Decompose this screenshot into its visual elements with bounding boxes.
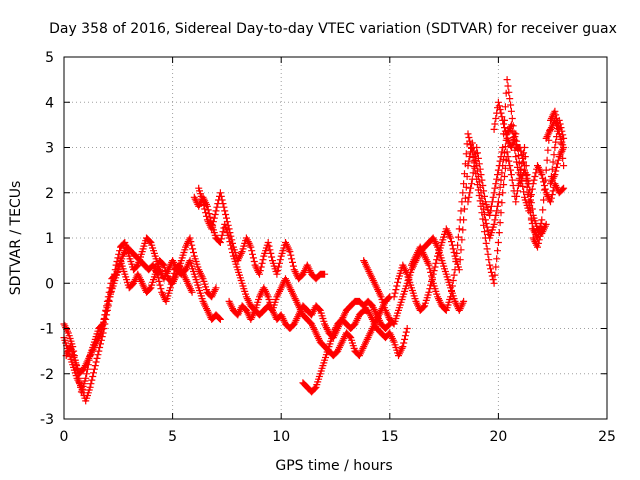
data-point-trace (390, 121, 550, 314)
x-ticks: 0 5 10 15 20 25 (60, 57, 616, 445)
x-tick-label: 5 (168, 429, 177, 445)
data-point-trace (225, 284, 394, 342)
data-point-trace (62, 243, 196, 378)
y-axis-label: SDTVAR / TECUs (8, 181, 24, 296)
y-tick-label: -1 (40, 322, 54, 338)
y-tick-label: 3 (45, 141, 54, 157)
y-tick-label: 1 (45, 231, 54, 247)
data-point-trace (190, 193, 394, 360)
data-point-trace (542, 116, 568, 188)
data-point-trace (299, 306, 411, 396)
x-axis-label: GPS time / hours (275, 458, 392, 474)
series-sdtvar (60, 76, 568, 405)
y-tick-label: 5 (45, 50, 54, 66)
data-point-trace (360, 234, 468, 328)
x-tick-label: 0 (60, 429, 69, 445)
y-tick-label: -3 (40, 412, 54, 428)
data-point-trace (408, 130, 546, 314)
x-tick-label: 20 (489, 429, 507, 445)
plot-points (60, 76, 568, 405)
y-tick-label: -2 (40, 367, 54, 383)
x-tick-label: 25 (598, 429, 616, 445)
y-tick-label: 0 (45, 276, 54, 292)
y-tick-label: 4 (45, 95, 54, 111)
y-tick-label: 2 (45, 186, 54, 202)
data-point-trace (464, 76, 568, 242)
x-tick-label: 10 (272, 429, 290, 445)
y-ticks: -3 -2 -1 0 1 2 3 4 5 (40, 50, 607, 428)
data-point-trace (490, 98, 568, 215)
x-tick-label: 15 (381, 429, 399, 445)
chart-title: Day 358 of 2016, Sidereal Day-to-day VTE… (49, 21, 617, 37)
